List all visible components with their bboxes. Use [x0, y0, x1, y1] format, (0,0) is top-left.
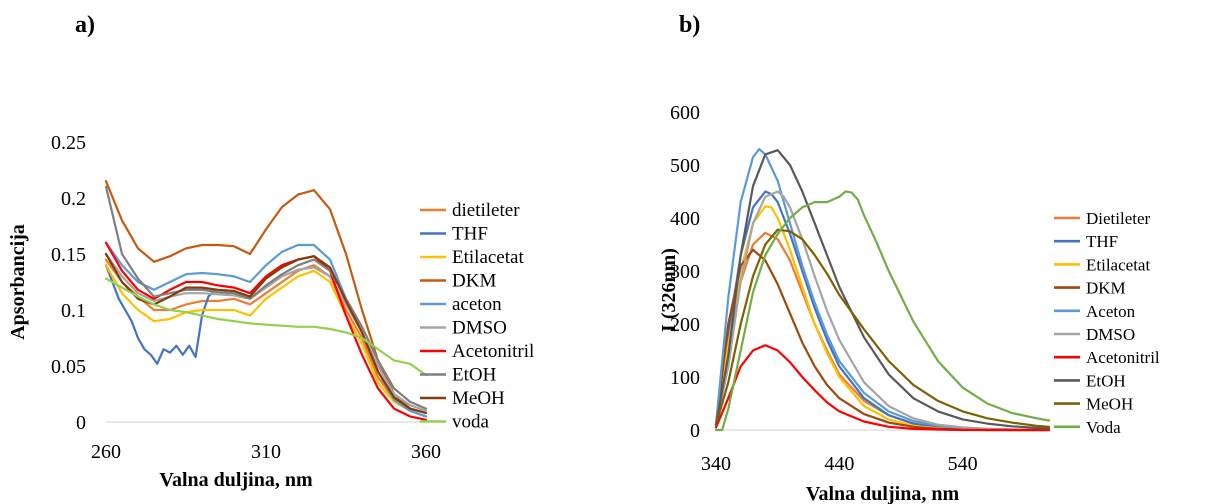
chart-b-legend-label: EtOH — [1086, 371, 1126, 390]
chart-a-series-dietileter — [104, 258, 428, 418]
panel-label-b: b) — [679, 12, 701, 38]
chart-b-y-tick-label: 200 — [670, 314, 700, 336]
chart-b-legend-label: Aceton — [1086, 302, 1136, 321]
chart-b-x-tick-label: 540 — [948, 453, 978, 475]
chart-a-x-tick-label: 260 — [91, 441, 121, 463]
chart-a-x-tick-label: 310 — [251, 441, 281, 463]
chart-a-series-thf — [104, 264, 216, 365]
chart-b-series-dkm — [714, 248, 1051, 432]
panel-label-a: a) — [75, 12, 95, 38]
chart-a-legend-label: EtOH — [452, 365, 497, 386]
chart-a-series-etoh — [104, 185, 428, 410]
chart-a-y-tick-label: 0.25 — [51, 132, 86, 154]
chart-b-y-tick-label: 100 — [670, 367, 700, 389]
chart-b-legend-label: MeOH — [1086, 395, 1133, 414]
chart-a-series-meoh — [104, 252, 428, 415]
chart-b-series-etilacetat — [714, 205, 1051, 432]
chart-a-legend-label: DKM — [452, 271, 496, 292]
chart-b-legend-label: DKM — [1086, 279, 1126, 298]
chart-b-x-axis-title: Valna duljina, nm — [806, 483, 960, 504]
chart-b-legend-label: Acetonitril — [1086, 348, 1160, 367]
chart-b-series-dmso — [714, 190, 1051, 432]
chart-b-series-acetonitril — [714, 344, 1051, 432]
chart-a-y-tick-label: 0.15 — [51, 244, 86, 266]
chart-a-y-tick-label: 0.1 — [61, 300, 86, 322]
chart-b-y-tick-label: 400 — [670, 208, 700, 230]
chart-a-legend-label: THF — [452, 224, 488, 245]
chart-a-y-tick-label: 0 — [76, 412, 86, 434]
chart-a-series-voda — [104, 277, 428, 377]
chart-a-x-tick-label: 360 — [411, 441, 441, 463]
chart-b-series-thf — [714, 190, 1051, 432]
chart-a-legend-label: aceton — [452, 294, 502, 315]
chart-b-y-tick-label: 600 — [670, 102, 700, 124]
chart-b-x-tick-label: 340 — [701, 453, 731, 475]
chart-b-legend-label: THF — [1086, 232, 1118, 251]
chart-a-series-acetonitril — [104, 241, 428, 421]
chart-a-series-dkm — [104, 180, 428, 415]
chart-b-x-tick-label: 440 — [824, 453, 854, 475]
chart-a-x-axis-title: Valna duljina, nm — [159, 469, 313, 491]
chart-a-series-dmso — [104, 252, 428, 412]
chart-a-series-aceton — [104, 241, 428, 418]
chart-a-legend-label: MeOH — [452, 388, 505, 409]
chart-b-legend-label: Etilacetat — [1086, 255, 1150, 274]
chart-a-y-tick-label: 0.05 — [51, 356, 86, 378]
chart-b-y-tick-label: 0 — [690, 420, 700, 442]
chart-a-series-etilacetat — [104, 264, 428, 418]
chart-a-legend-label: Etilacetat — [452, 247, 524, 268]
chart-b-legend-label: Dietileter — [1086, 209, 1151, 228]
chart-b-y-tick-label: 500 — [670, 155, 700, 177]
chart-a-legend-label: Acetonitril — [452, 341, 534, 362]
chart-a-y-axis-title: Apsorbancija — [7, 224, 29, 340]
chart-a-legend-label: dietileter — [452, 200, 520, 221]
chart-b-y-axis-title: I (326nm) — [658, 248, 680, 332]
chart-b-series-voda — [714, 190, 1051, 432]
chart-a-legend-label: DMSO — [452, 318, 507, 339]
chart-b-series-etoh — [714, 149, 1051, 430]
chart-b-legend-label: DMSO — [1086, 325, 1135, 344]
chart-b-series-meoh — [714, 228, 1051, 428]
chart-b-y-tick-label: 300 — [670, 261, 700, 283]
chart-a-legend-label: voda — [452, 412, 490, 433]
chart-a-y-tick-label: 0.2 — [61, 188, 86, 210]
chart-b-legend-label: Voda — [1086, 418, 1121, 437]
